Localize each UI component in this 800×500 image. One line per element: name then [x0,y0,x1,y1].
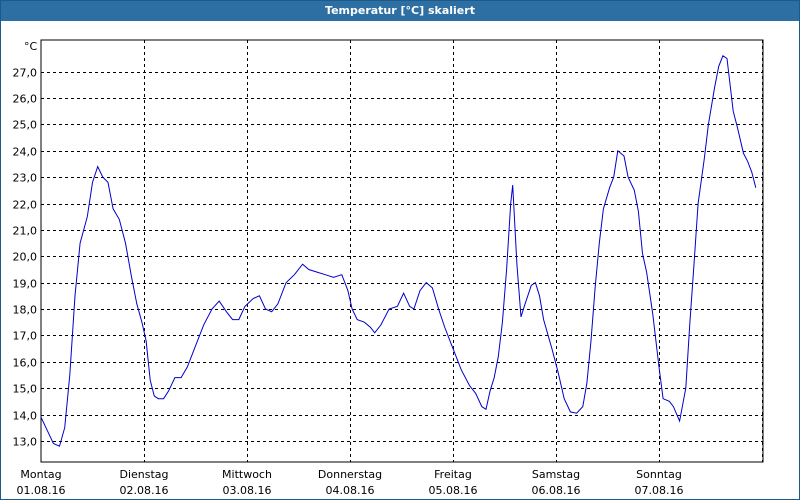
y-tick-label: 13,0 [13,436,38,449]
x-tick-date: 04.08.16 [326,484,375,497]
x-tick-date: 05.08.16 [429,484,478,497]
x-tick-day: Sonntag [636,468,682,481]
y-tick-label: 24,0 [13,146,38,159]
x-tick-date: 07.08.16 [635,484,684,497]
y-tick-label: 20,0 [13,251,38,264]
x-tick-date: 06.08.16 [532,484,581,497]
x-tick-day: Samstag [532,468,580,481]
y-tick-label: 27,0 [13,67,38,80]
x-tick-date: 03.08.16 [223,484,272,497]
y-tick-label: 14,0 [13,410,38,423]
plot-frame [40,39,764,463]
x-tick-day: Dienstag [119,468,168,481]
y-tick-label: 22,0 [13,199,38,212]
y-tick-label: 25,0 [13,119,38,132]
series-group [40,55,757,447]
y-unit-label: °C [24,40,38,53]
y-tick-labels: 13,0 14,0 15,0 16,0 17,0 18,0 19,0 20,0 21,0 22,0… [13,67,38,449]
grid-lines [41,40,763,462]
x-tick-day: Donnerstag [318,468,382,481]
x-tick-date: 01.08.16 [17,484,66,497]
y-tick-label: 23,0 [13,172,38,185]
y-tick-label: 15,0 [13,383,38,396]
y-tick-label: 17,0 [13,330,38,343]
x-tick-date: 02.08.16 [120,484,169,497]
window-title: Temperatur [°C] skaliert [1,1,799,21]
x-tick-day: Mittwoch [222,468,272,481]
x-tick-day: Freitag [434,468,472,481]
y-tick-label: 19,0 [13,278,38,291]
y-tick-label: 26,0 [13,93,38,106]
temperature-series-line [40,55,757,447]
y-tick-label: 21,0 [13,225,38,238]
x-tick-labels: Montag 01.08.16 Dienstag 02.08.16 Mittwoch 03… [17,468,684,497]
y-tick-label: 18,0 [13,304,38,317]
x-tick-day: Montag [20,468,61,481]
y-tick-label: 16,0 [13,357,38,370]
